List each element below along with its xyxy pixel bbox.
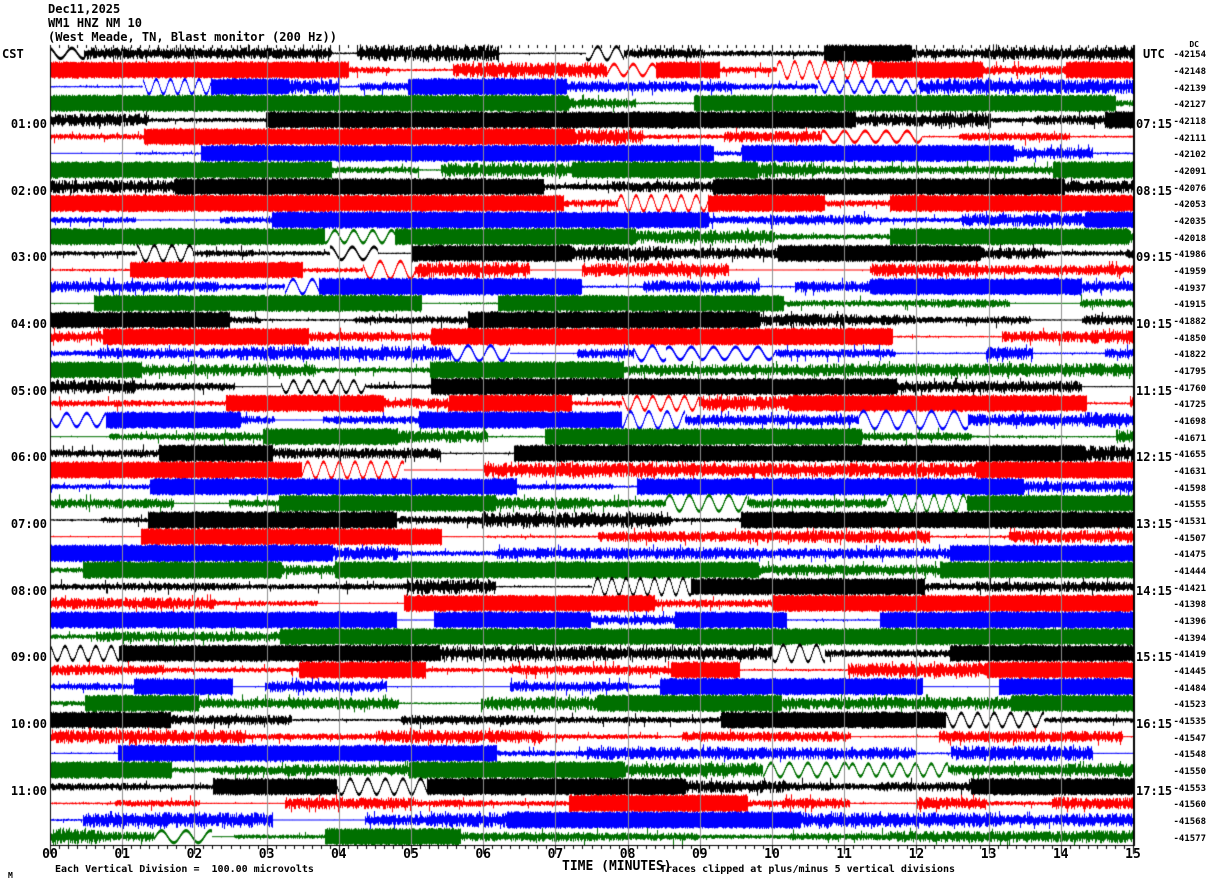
- x-tick-label: 02: [186, 847, 203, 862]
- trace-dc-value: -41396: [1173, 617, 1206, 627]
- left-hour-label: 11:00: [10, 784, 47, 798]
- x-tick-label: 05: [403, 847, 419, 862]
- right-hour-label: 17:15: [1136, 784, 1173, 798]
- x-tick-label: 06: [475, 847, 492, 862]
- right-hour-label: 09:15: [1136, 250, 1173, 264]
- right-hour-label: 12:15: [1136, 450, 1173, 464]
- trace-dc-value: -42018: [1173, 234, 1206, 244]
- x-tick-label: 15: [1125, 847, 1141, 862]
- trace-dc-value: -42154: [1173, 50, 1206, 60]
- x-tick-label: 00: [42, 847, 58, 862]
- x-tick-label: 04: [330, 847, 347, 862]
- trace-dc-value: -41445: [1173, 667, 1206, 677]
- left-hour-label: 10:00: [10, 717, 47, 731]
- left-hour-label: 01:00: [10, 117, 47, 131]
- trace-dc-value: -41550: [1173, 767, 1206, 777]
- left-hour-label: 06:00: [10, 450, 47, 464]
- trace-dc-value: -41394: [1173, 634, 1206, 644]
- scale-note: Each Vertical Division = 100.00 microvol…: [55, 864, 314, 875]
- left-axis-label: CST: [2, 47, 24, 61]
- trace-dc-value: -41535: [1173, 717, 1206, 727]
- trace-dc-value: -41577: [1173, 834, 1206, 844]
- left-hour-label: 04:00: [10, 317, 47, 331]
- trace-dc-value: -41671: [1173, 434, 1206, 444]
- trace-dc-value: -41698: [1173, 417, 1206, 427]
- x-tick-label: 14: [1052, 847, 1069, 862]
- trace-dc-value: -41421: [1173, 584, 1206, 594]
- x-tick-label: 11: [836, 847, 853, 862]
- x-tick-label: 07: [547, 847, 564, 862]
- trace-dc-value: -41882: [1173, 317, 1206, 327]
- trace-dc-value: -41553: [1173, 784, 1206, 794]
- trace-dc-value: -42091: [1173, 167, 1206, 177]
- right-hour-label: 07:15: [1136, 117, 1173, 131]
- trace-dc-value: -42053: [1173, 200, 1206, 210]
- right-hour-label: 13:15: [1136, 517, 1173, 531]
- trace-dc-value: -41568: [1173, 817, 1206, 827]
- right-hour-label: 08:15: [1136, 184, 1173, 198]
- trace-dc-value: -41507: [1173, 534, 1206, 544]
- trace-dc-value: -41444: [1173, 567, 1206, 577]
- left-hour-label: 05:00: [10, 384, 47, 398]
- trace-dc-value: -42076: [1173, 184, 1206, 194]
- trace-dc-value: -41655: [1173, 450, 1206, 460]
- trace-dc-value: -42035: [1173, 217, 1206, 227]
- trace-dc-value: -41725: [1173, 400, 1206, 410]
- trace-dc-value: -41986: [1173, 250, 1206, 260]
- trace-dc-value: -41484: [1173, 684, 1206, 694]
- trace-dc-value: -41531: [1173, 517, 1206, 527]
- right-hour-label: 15:15: [1136, 650, 1173, 664]
- trace-dc-value: -42102: [1173, 150, 1206, 160]
- right-hour-label: 16:15: [1136, 717, 1173, 731]
- trace-dc-value: -41598: [1173, 484, 1206, 494]
- trace-dc-value: -42139: [1173, 84, 1206, 94]
- trace-dc-value: -41795: [1173, 367, 1206, 377]
- trace-dc-value: -41760: [1173, 384, 1206, 394]
- left-hour-label: 07:00: [10, 517, 47, 531]
- left-hour-label: 02:00: [10, 184, 47, 198]
- trace-dc-value: -41959: [1173, 267, 1206, 277]
- dc-column-label: DC: [1189, 40, 1199, 49]
- right-hour-label: 11:15: [1136, 384, 1173, 398]
- trace-dc-value: -41547: [1173, 734, 1206, 744]
- trace-dc-value: -42118: [1173, 117, 1206, 127]
- right-hour-label: 10:15: [1136, 317, 1173, 331]
- clip-note: Traces clipped at plus/minus 5 vertical …: [660, 864, 956, 875]
- right-hour-label: 14:15: [1136, 584, 1173, 598]
- x-tick-label: 09: [691, 847, 708, 862]
- left-hour-label: 08:00: [10, 584, 47, 598]
- left-hour-label: 09:00: [10, 650, 47, 664]
- x-tick-label: 01: [114, 847, 131, 862]
- header-date: Dec11,2025: [48, 2, 121, 16]
- x-tick-label: 13: [980, 847, 997, 862]
- trace-dc-value: -41419: [1173, 650, 1206, 660]
- trace-dc-value: -41475: [1173, 550, 1206, 560]
- trace-dc-value: -42148: [1173, 67, 1206, 77]
- header-location: (West Meade, TN, Blast monitor (200 Hz)): [48, 30, 337, 44]
- trace-dc-value: -41937: [1173, 284, 1206, 294]
- trace-dc-value: -41822: [1173, 350, 1206, 360]
- x-tick-label: 12: [908, 847, 925, 862]
- corner-mark: M: [8, 871, 13, 880]
- trace-dc-value: -42127: [1173, 100, 1206, 110]
- x-tick-label: 03: [258, 847, 275, 862]
- x-axis-title: TIME (MINUTES): [562, 859, 672, 874]
- trace-dc-value: -41560: [1173, 800, 1206, 810]
- trace-dc-value: -41398: [1173, 600, 1206, 610]
- trace-dc-value: -41850: [1173, 334, 1206, 344]
- x-tick-label: 08: [619, 847, 636, 862]
- header-station: WM1 HNZ NM 10: [48, 16, 142, 30]
- trace-dc-value: -41523: [1173, 700, 1206, 710]
- right-axis-label: UTC: [1143, 47, 1165, 61]
- left-hour-label: 03:00: [10, 250, 47, 264]
- trace-dc-value: -41555: [1173, 500, 1206, 510]
- trace-dc-value: -41631: [1173, 467, 1206, 477]
- x-tick-label: 10: [764, 847, 780, 862]
- trace-dc-value: -42111: [1173, 134, 1206, 144]
- trace-dc-value: -41915: [1173, 300, 1206, 310]
- trace-dc-value: -41548: [1173, 750, 1206, 760]
